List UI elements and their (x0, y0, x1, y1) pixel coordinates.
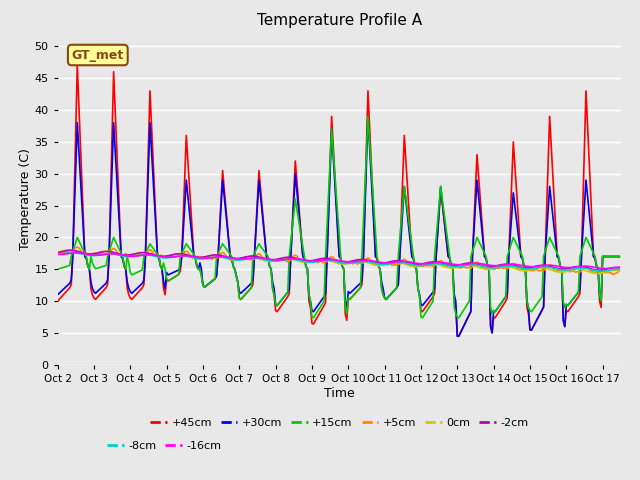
0cm (593, 271, 600, 276)
+5cm (467, 265, 475, 271)
-2cm (467, 260, 475, 266)
+45cm (148, 121, 156, 127)
+45cm (468, 253, 476, 259)
+30cm (606, 253, 614, 259)
-2cm (148, 251, 156, 257)
+30cm (54, 292, 61, 298)
-2cm (67, 247, 75, 253)
+45cm (341, 311, 349, 317)
Line: -8cm: -8cm (58, 252, 620, 271)
-16cm (616, 264, 623, 270)
-8cm (597, 268, 605, 274)
0cm (244, 254, 252, 260)
-8cm (148, 252, 156, 258)
+45cm (616, 253, 623, 259)
Line: +30cm: +30cm (58, 116, 620, 336)
Legend: -8cm, -16cm: -8cm, -16cm (102, 437, 226, 456)
-2cm (616, 265, 623, 271)
Line: -16cm: -16cm (58, 253, 620, 268)
-2cm (341, 259, 349, 265)
Text: GT_met: GT_met (72, 48, 124, 61)
+15cm (125, 260, 132, 266)
0cm (54, 250, 61, 255)
Y-axis label: Temperature (C): Temperature (C) (19, 148, 31, 250)
Title: Temperature Profile A: Temperature Profile A (257, 13, 422, 28)
-16cm (148, 252, 156, 258)
0cm (148, 252, 156, 258)
+15cm (243, 290, 251, 296)
+30cm (616, 253, 623, 259)
-8cm (341, 261, 349, 266)
+45cm (74, 62, 81, 68)
+30cm (468, 253, 476, 259)
-8cm (606, 267, 614, 273)
-16cm (54, 252, 61, 257)
-8cm (127, 254, 134, 260)
Line: +45cm: +45cm (58, 65, 620, 336)
+45cm (244, 288, 252, 294)
+5cm (605, 269, 612, 275)
-8cm (467, 262, 475, 268)
-8cm (244, 256, 252, 262)
+15cm (54, 266, 61, 272)
+5cm (74, 244, 81, 250)
+5cm (616, 267, 623, 273)
+5cm (244, 256, 252, 262)
+45cm (127, 295, 134, 301)
-16cm (600, 265, 608, 271)
+15cm (616, 253, 623, 259)
+5cm (341, 261, 349, 266)
0cm (606, 268, 614, 274)
0cm (65, 247, 72, 253)
+30cm (125, 286, 132, 291)
0cm (341, 261, 349, 267)
-2cm (54, 250, 61, 255)
-2cm (595, 267, 602, 273)
+30cm (364, 113, 372, 119)
+30cm (455, 333, 463, 339)
+15cm (146, 241, 154, 247)
-16cm (606, 265, 614, 271)
0cm (616, 268, 623, 274)
Line: 0cm: 0cm (58, 250, 620, 274)
+30cm (243, 285, 251, 290)
-16cm (341, 259, 349, 264)
+5cm (54, 249, 61, 254)
-2cm (606, 265, 614, 271)
+15cm (468, 249, 476, 254)
+45cm (54, 298, 61, 304)
-16cm (467, 261, 475, 266)
-16cm (72, 250, 79, 256)
-8cm (69, 250, 77, 255)
+5cm (127, 252, 134, 257)
+30cm (340, 266, 348, 272)
0cm (467, 262, 475, 268)
+15cm (341, 305, 349, 311)
-8cm (616, 266, 623, 272)
+15cm (606, 253, 614, 259)
+15cm (364, 113, 372, 119)
Line: -2cm: -2cm (58, 250, 620, 270)
+5cm (609, 272, 617, 278)
+45cm (455, 333, 463, 339)
+5cm (148, 248, 156, 253)
-8cm (54, 252, 61, 257)
Line: +15cm: +15cm (58, 116, 620, 318)
-2cm (244, 253, 252, 259)
0cm (127, 252, 134, 258)
-2cm (127, 252, 134, 258)
X-axis label: Time: Time (324, 386, 355, 400)
+45cm (606, 253, 614, 259)
-16cm (127, 253, 134, 259)
+15cm (310, 315, 317, 321)
+30cm (146, 120, 154, 126)
-16cm (244, 256, 252, 262)
Line: +5cm: +5cm (58, 247, 620, 275)
